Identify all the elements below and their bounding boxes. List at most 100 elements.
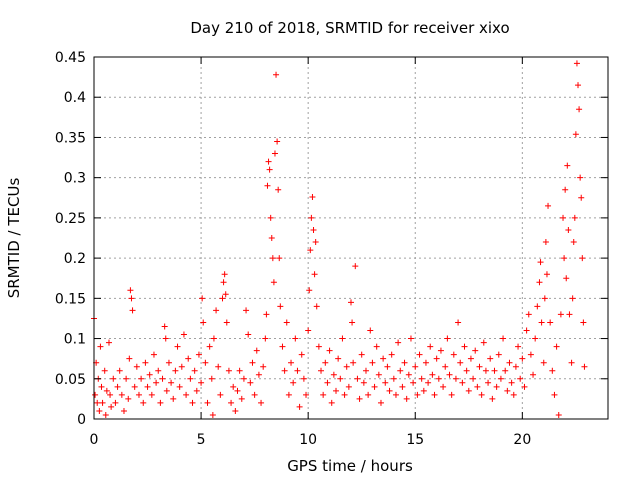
data-point	[452, 375, 459, 382]
data-point	[162, 335, 169, 342]
data-point	[247, 379, 254, 386]
data-point	[138, 375, 145, 382]
y-axis-label: SRMTID / TECUs	[5, 178, 23, 299]
data-point	[209, 411, 216, 418]
data-point	[354, 375, 361, 382]
data-point	[300, 375, 307, 382]
plot-frame	[93, 56, 609, 420]
data-point	[485, 379, 492, 386]
data-point	[172, 367, 179, 374]
data-point	[330, 371, 337, 378]
data-point	[375, 371, 382, 378]
data-point	[571, 214, 578, 221]
data-point	[465, 387, 472, 394]
data-point	[410, 379, 417, 386]
data-point	[519, 355, 526, 362]
data-point	[112, 399, 119, 406]
data-point	[343, 363, 350, 370]
data-point	[150, 351, 157, 358]
data-point	[532, 335, 539, 342]
data-point	[508, 379, 515, 386]
data-point	[369, 359, 376, 366]
data-point	[427, 343, 434, 350]
y-tick-label: 0.3	[64, 171, 86, 187]
data-point	[425, 379, 432, 386]
y-tick-label: 0.15	[55, 291, 86, 307]
data-point	[185, 355, 192, 362]
data-point	[493, 383, 500, 390]
data-point	[333, 387, 340, 394]
data-point	[461, 343, 468, 350]
data-point	[281, 367, 288, 374]
data-point	[283, 319, 290, 326]
data-point	[543, 271, 550, 278]
data-point	[265, 158, 272, 165]
data-point	[545, 202, 552, 209]
data-point	[482, 367, 489, 374]
data-point	[312, 239, 319, 246]
data-point	[392, 391, 399, 398]
data-point	[320, 391, 327, 398]
data-point	[348, 299, 354, 306]
data-point	[429, 371, 436, 378]
data-point	[228, 399, 235, 406]
data-point	[568, 359, 575, 366]
data-point	[560, 214, 567, 221]
data-point	[537, 259, 544, 266]
data-point	[521, 383, 528, 390]
data-point	[131, 383, 138, 390]
data-point	[339, 335, 346, 342]
data-point	[474, 383, 481, 390]
y-tick-label: 0.05	[55, 372, 86, 388]
data-point	[273, 71, 280, 78]
data-point	[565, 226, 572, 233]
data-point	[315, 343, 322, 350]
data-point	[267, 214, 274, 221]
data-point	[232, 407, 239, 414]
grid-lines	[94, 57, 608, 419]
data-point	[382, 379, 389, 386]
data-point	[220, 279, 227, 286]
data-point	[525, 311, 532, 318]
data-points	[91, 60, 588, 418]
data-point	[448, 391, 455, 398]
data-point	[262, 335, 269, 342]
data-point	[264, 182, 271, 189]
data-point	[236, 367, 243, 374]
data-point	[298, 351, 305, 358]
data-point	[555, 411, 562, 418]
data-point	[142, 359, 149, 366]
data-point	[165, 359, 172, 366]
data-point	[213, 307, 220, 314]
data-point	[575, 82, 582, 89]
data-point	[245, 331, 252, 338]
data-point	[384, 363, 391, 370]
data-point	[277, 303, 284, 310]
data-point	[390, 375, 397, 382]
data-point	[96, 407, 103, 414]
data-point	[362, 367, 369, 374]
data-point	[352, 263, 359, 270]
data-point	[191, 367, 198, 374]
data-point	[572, 131, 579, 138]
data-point	[491, 367, 498, 374]
data-point	[161, 323, 168, 330]
data-point	[349, 319, 356, 326]
data-point	[360, 379, 367, 386]
data-point	[189, 399, 196, 406]
data-point	[536, 279, 543, 286]
data-point	[440, 383, 447, 390]
data-point	[187, 375, 194, 382]
data-point	[148, 391, 155, 398]
data-point	[303, 391, 310, 398]
data-point	[561, 255, 568, 262]
data-point	[564, 162, 571, 169]
data-point	[128, 295, 135, 302]
data-point	[199, 295, 206, 302]
data-point	[99, 399, 106, 406]
data-point	[163, 387, 170, 394]
y-tick-label: 0	[77, 412, 86, 428]
data-point	[547, 319, 554, 326]
data-point	[268, 235, 275, 241]
y-tick-label: 0.25	[55, 211, 86, 227]
